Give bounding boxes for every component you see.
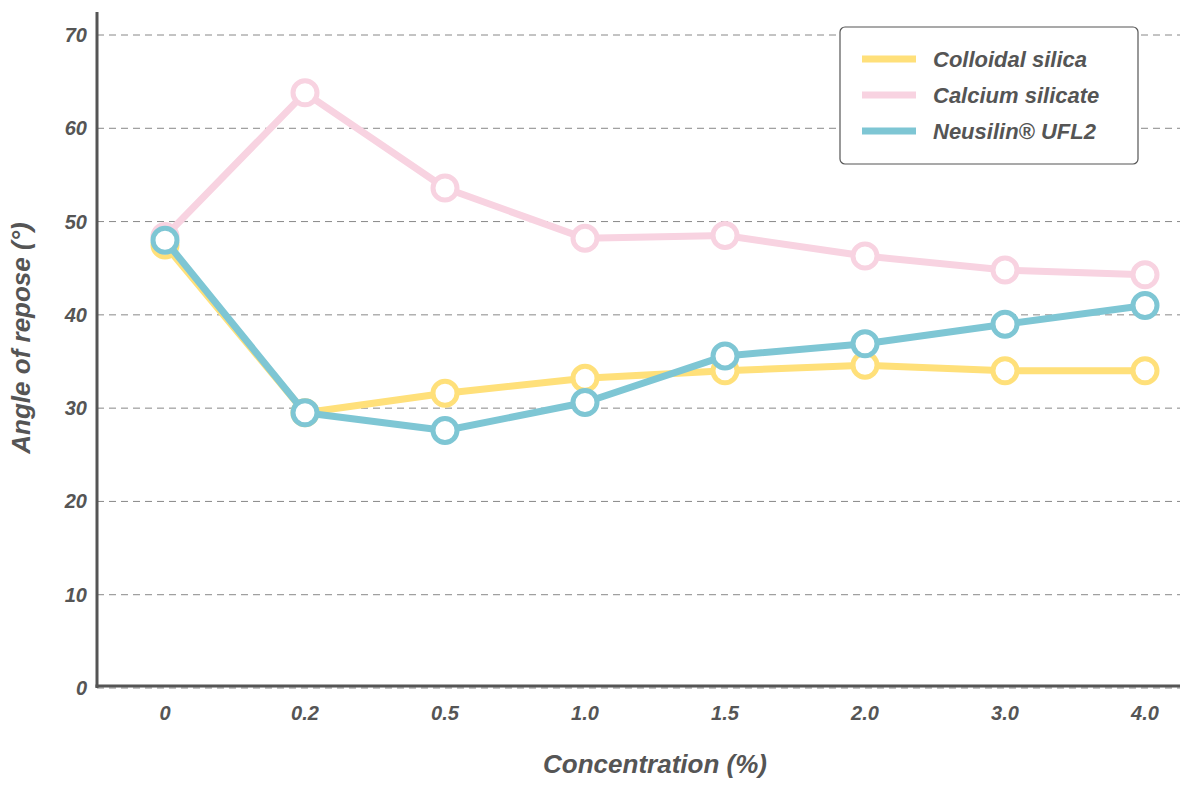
series-line bbox=[165, 245, 1145, 413]
grid-line bbox=[97, 221, 1180, 222]
marker bbox=[1133, 263, 1157, 287]
x-tick-label: 1.5 bbox=[711, 702, 740, 724]
legend-swatch bbox=[862, 128, 916, 135]
marker bbox=[1133, 294, 1157, 318]
legend-label: Calcium silicate bbox=[933, 83, 1099, 108]
legend-label: Neusilin® UFL2 bbox=[933, 119, 1097, 144]
legend-swatch bbox=[862, 92, 916, 99]
y-tick-label: 0 bbox=[76, 677, 87, 699]
chart: 0 10 20 30 40 50 60 70 0 0.2 0.5 1.0 1.5 2.0 3.0 4.0 Con… bbox=[0, 0, 1195, 787]
y-tick-label: 30 bbox=[65, 397, 87, 419]
marker bbox=[573, 391, 597, 415]
grid-line bbox=[97, 688, 1180, 689]
marker bbox=[713, 344, 737, 368]
marker bbox=[1133, 359, 1157, 383]
marker bbox=[293, 81, 317, 105]
series bbox=[153, 233, 1157, 425]
marker bbox=[573, 366, 597, 390]
y-axis bbox=[96, 12, 99, 688]
x-axis-title: Concentration (%) bbox=[543, 749, 767, 779]
x-tick-label: 0 bbox=[159, 702, 170, 724]
marker bbox=[433, 381, 457, 405]
legend-box bbox=[840, 27, 1138, 164]
series-line bbox=[165, 93, 1145, 275]
marker bbox=[293, 401, 317, 425]
legend-label: Colloidal silica bbox=[933, 47, 1087, 72]
plot-area bbox=[153, 81, 1157, 443]
legend: Colloidal silica Calcium silicate Neusilin… bbox=[840, 27, 1138, 164]
marker bbox=[153, 228, 177, 252]
x-axis bbox=[96, 685, 1181, 688]
y-tick-label: 10 bbox=[65, 584, 87, 606]
legend-swatch bbox=[862, 56, 916, 63]
y-tick-label: 20 bbox=[64, 490, 87, 512]
x-tick-label: 0.5 bbox=[431, 702, 460, 724]
marker bbox=[993, 359, 1017, 383]
x-tick-label: 0.2 bbox=[291, 702, 319, 724]
x-tick-label: 3.0 bbox=[991, 702, 1019, 724]
marker bbox=[853, 244, 877, 268]
x-tick-label: 2.0 bbox=[850, 702, 879, 724]
y-axis-title: Angle of repose (°) bbox=[6, 222, 36, 454]
marker bbox=[433, 419, 457, 443]
x-tick-label: 1.0 bbox=[571, 702, 599, 724]
y-tick-label: 60 bbox=[65, 117, 87, 139]
y-tick-label: 40 bbox=[64, 304, 87, 326]
series bbox=[153, 228, 1157, 442]
marker bbox=[293, 401, 317, 425]
series-line bbox=[165, 240, 1145, 430]
marker bbox=[993, 312, 1017, 336]
x-tick-label: 4.0 bbox=[1130, 702, 1159, 724]
marker bbox=[573, 226, 597, 250]
grid-line bbox=[97, 314, 1180, 315]
grid-line bbox=[97, 408, 1180, 409]
marker bbox=[713, 224, 737, 248]
y-tick-label: 70 bbox=[65, 24, 87, 46]
marker bbox=[433, 176, 457, 200]
grid-line bbox=[97, 501, 1180, 502]
grid-line bbox=[97, 594, 1180, 595]
marker bbox=[853, 332, 877, 356]
y-tick-label: 50 bbox=[65, 211, 87, 233]
marker bbox=[993, 258, 1017, 282]
